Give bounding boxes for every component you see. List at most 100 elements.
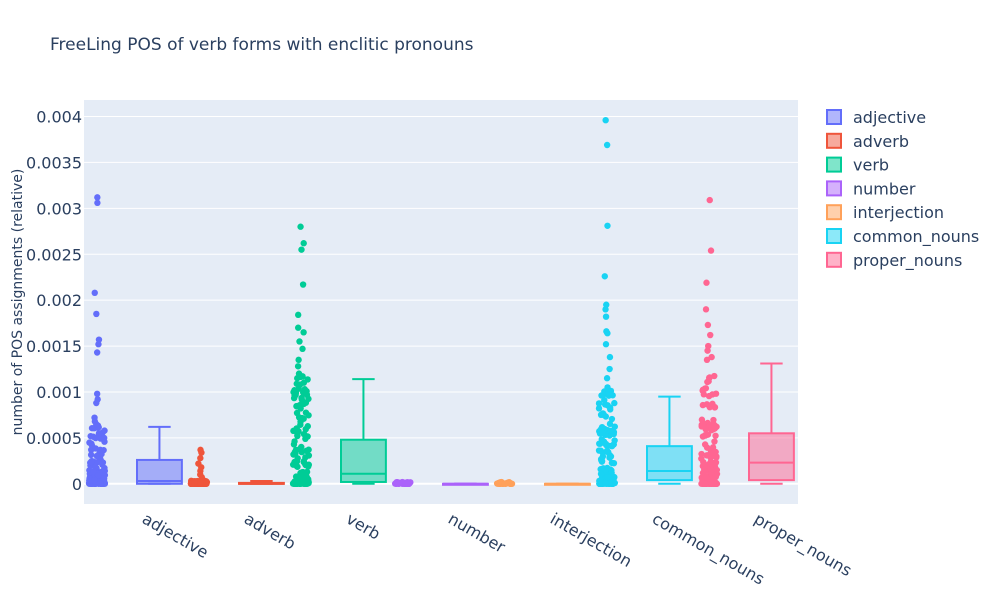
data-point bbox=[298, 414, 306, 422]
y-tick-label: 0.004 bbox=[36, 108, 82, 127]
outlier-point bbox=[704, 347, 711, 354]
outlier-point bbox=[299, 345, 306, 353]
outlier-point bbox=[197, 454, 204, 462]
box-iqr bbox=[748, 432, 795, 482]
x-tick-label: adverb bbox=[241, 509, 299, 553]
data-point bbox=[701, 480, 709, 487]
outlier-point bbox=[294, 324, 302, 331]
legend-item-proper_nouns[interactable]: proper_nouns bbox=[826, 251, 962, 271]
data-point bbox=[603, 447, 611, 455]
legend-item-number[interactable]: number bbox=[826, 179, 916, 198]
data-point bbox=[93, 452, 101, 460]
data-point bbox=[304, 376, 311, 383]
data-point bbox=[707, 478, 715, 486]
data-point bbox=[703, 452, 710, 459]
data-point bbox=[597, 470, 605, 478]
data-point bbox=[293, 425, 300, 432]
data-point bbox=[305, 478, 312, 486]
data-point bbox=[305, 461, 313, 468]
data-point bbox=[608, 442, 616, 450]
x-tick-label: interjection bbox=[547, 509, 635, 571]
outlier-point bbox=[297, 223, 304, 230]
y-axis-ticks: 0 0.0005 0.001 0.0015 0.002 0.0025 0.003 0.0035… bbox=[26, 108, 82, 494]
outlier-point bbox=[602, 313, 610, 320]
box-plots bbox=[85, 117, 795, 487]
legend-item-interjection[interactable]: interjection bbox=[826, 203, 944, 222]
outlier-point bbox=[295, 356, 302, 364]
outlier-point bbox=[298, 246, 305, 253]
y-tick-label: 0.0005 bbox=[26, 429, 82, 448]
outlier-point bbox=[94, 194, 101, 201]
outlier-point bbox=[702, 306, 710, 313]
legend-label: proper_nouns bbox=[853, 251, 962, 271]
outlier-point bbox=[706, 196, 713, 204]
data-point bbox=[100, 475, 108, 482]
outlier-point bbox=[294, 363, 302, 370]
outlier-point bbox=[93, 390, 101, 398]
outlier-point bbox=[91, 289, 98, 297]
data-point bbox=[602, 440, 610, 448]
box-common_nouns bbox=[595, 117, 693, 487]
data-point bbox=[396, 480, 403, 487]
outlier-point bbox=[93, 399, 100, 407]
outlier-point bbox=[602, 117, 609, 124]
legend-label: number bbox=[853, 179, 916, 198]
data-point bbox=[712, 432, 719, 439]
data-point bbox=[305, 452, 313, 459]
outlier-point bbox=[602, 341, 610, 348]
y-tick-label: 0.0035 bbox=[26, 153, 82, 172]
data-point bbox=[712, 390, 720, 397]
legend-swatch bbox=[826, 132, 842, 149]
outlier-point bbox=[703, 279, 710, 286]
data-point bbox=[97, 480, 104, 487]
data-point bbox=[494, 480, 502, 487]
legend-item-verb[interactable]: verb bbox=[826, 156, 889, 175]
data-point bbox=[300, 389, 307, 397]
outlier-point bbox=[606, 365, 613, 373]
data-point bbox=[705, 392, 713, 400]
plot-area bbox=[84, 100, 798, 504]
data-point bbox=[100, 434, 108, 442]
x-axis-ticks: adjective adverb verb number interjection com… bbox=[139, 509, 855, 589]
x-tick-label: common_nouns bbox=[649, 509, 768, 589]
data-point bbox=[607, 406, 614, 413]
data-point bbox=[704, 431, 712, 438]
data-point bbox=[292, 478, 299, 485]
data-point bbox=[298, 394, 305, 402]
legend-swatch bbox=[826, 180, 842, 197]
data-point bbox=[702, 426, 709, 433]
outlier-point bbox=[704, 321, 712, 329]
data-point bbox=[507, 479, 514, 487]
data-point bbox=[607, 427, 614, 435]
x-tick-label: verb bbox=[343, 509, 384, 543]
data-point bbox=[292, 446, 300, 454]
data-point bbox=[698, 450, 705, 458]
data-point bbox=[290, 394, 298, 402]
legend-item-adverb[interactable]: adverb bbox=[826, 132, 909, 151]
legend-item-common_nouns[interactable]: common_nouns bbox=[826, 227, 979, 247]
box-adjective bbox=[85, 194, 183, 487]
data-point bbox=[711, 372, 718, 380]
y-tick-label: 0.0015 bbox=[26, 337, 82, 356]
outlier-point bbox=[602, 306, 609, 313]
box-verb bbox=[289, 223, 387, 487]
chart-title: FreeLing POS of verb forms with enclitic… bbox=[50, 35, 474, 55]
data-point bbox=[713, 454, 720, 461]
data-point bbox=[95, 430, 103, 437]
legend-label: adjective bbox=[853, 108, 926, 127]
data-point bbox=[292, 473, 300, 480]
data-point bbox=[304, 423, 311, 430]
outlier-point bbox=[708, 353, 715, 361]
data-point bbox=[600, 411, 608, 419]
data-point bbox=[597, 447, 604, 454]
data-point bbox=[197, 479, 204, 486]
legend[interactable]: adjective adverb verb number interjection com… bbox=[826, 108, 979, 271]
outlier-point bbox=[707, 331, 714, 339]
outlier-point bbox=[299, 373, 306, 380]
data-point bbox=[595, 400, 603, 407]
data-point bbox=[699, 387, 706, 394]
data-point bbox=[711, 438, 718, 445]
legend-item-adjective[interactable]: adjective bbox=[826, 108, 926, 127]
outlier-point bbox=[296, 338, 303, 345]
data-point bbox=[290, 441, 298, 448]
